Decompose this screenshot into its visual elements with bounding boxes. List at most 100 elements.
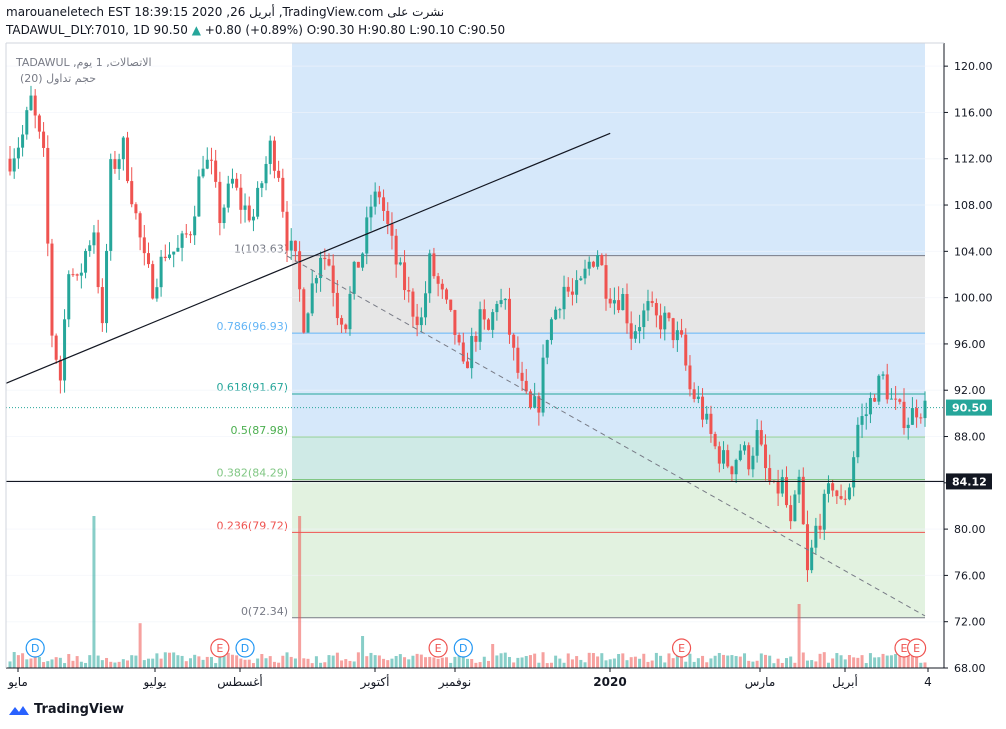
event-marker-label: D [241,642,249,655]
dividend-marker [453,638,473,658]
candle-body [482,309,486,320]
candle-body [256,187,260,217]
volume-bar [524,656,528,668]
y-tick-label: 92.00 [954,384,986,397]
candle-body [21,134,25,148]
candle-body [642,310,646,328]
volume-bar [797,604,801,668]
volume-bar [188,658,192,668]
candle-body [822,493,826,530]
volume-bar [155,653,159,668]
volume-bar [306,658,310,668]
fib-level-label: 0.236(79.72) [216,519,288,532]
candle-body [541,357,545,413]
candle-body [915,408,919,418]
volume-bar [184,661,188,668]
volume-bar [835,653,839,668]
volume-bar [646,661,650,668]
volume-bar [541,652,545,668]
volume-bar [285,652,289,668]
candle-body [390,223,394,236]
candle-body [671,318,675,341]
earnings-marker [671,638,692,658]
candle-body [172,251,176,255]
candle-body [545,340,549,358]
candle-body [50,243,54,336]
volume-bar [726,655,730,668]
volume-bar [293,658,297,668]
price-tag [946,399,992,416]
volume-bar [466,658,469,668]
candle-body [239,187,243,210]
candle-body [629,323,633,339]
event-marker-label: E [913,642,920,655]
volume-bar [549,662,553,668]
candle-body [780,477,784,494]
x-tick-label: 4 [924,675,932,689]
volume-bar [680,652,684,668]
volume-bar [172,652,176,668]
candle-body [797,476,801,495]
y-tick-label: 72.00 [954,616,986,629]
volume-bar [71,660,75,668]
candle-body [386,210,390,224]
candle-body [663,312,667,330]
candle-body [843,498,847,500]
event-marker-label: D [459,642,467,655]
volume-bar [495,655,499,668]
candle-body [877,375,881,402]
volume-bar [810,660,814,668]
y-tick-label: 100.00 [954,292,993,305]
x-tick-label: 2020 [593,675,626,689]
candle-body [730,466,734,475]
volume-bar [167,652,171,668]
volume-bar [755,660,759,668]
candle-body [424,293,428,318]
volume-bar [348,660,352,668]
candle-body [75,274,79,276]
candle-body [16,147,20,159]
candle-body [516,347,520,373]
legend-symbol: TADAWUL ,الاتصالات, 1 يوم [15,56,152,69]
candle-body [29,95,33,111]
candle-body [461,342,465,362]
candle-body [810,547,814,571]
fib-level-label: 1(103.63) [234,243,288,256]
volume-bar [847,655,851,668]
candle-body [684,334,688,366]
volume-bar [772,663,776,668]
candle-body [71,274,75,276]
candle-body [726,450,730,467]
volume-bar [738,656,742,668]
volume-bar [147,658,151,668]
candle-body [298,251,302,290]
candle-body [260,183,264,188]
candle-body [852,457,856,488]
volume-bar [302,658,306,668]
author: marouaneletech [6,5,105,19]
volume-bar [79,661,83,668]
volume-bar [226,652,230,668]
volume-bar [709,658,713,668]
candle-body [92,232,96,246]
volume-bar [868,653,872,668]
volume-bar [180,655,184,668]
candle-body [293,240,297,252]
price-tag [946,473,992,490]
candle-body [302,289,306,333]
volume-bar [260,654,264,668]
earnings-marker [428,638,448,658]
timestamp: EST 18:39:15 2020 ,26 أبريل [107,5,275,19]
volume-bar [503,652,507,668]
price-tag-label: 90.50 [952,402,987,415]
candle-body [587,261,591,269]
candle-body [860,416,864,425]
candle-body [688,365,692,390]
candle-body [784,477,788,506]
volume-bar [801,652,805,668]
volume-bar [608,659,612,668]
candle-body [180,233,184,248]
candle-body [327,259,331,266]
candle-body [184,233,188,235]
